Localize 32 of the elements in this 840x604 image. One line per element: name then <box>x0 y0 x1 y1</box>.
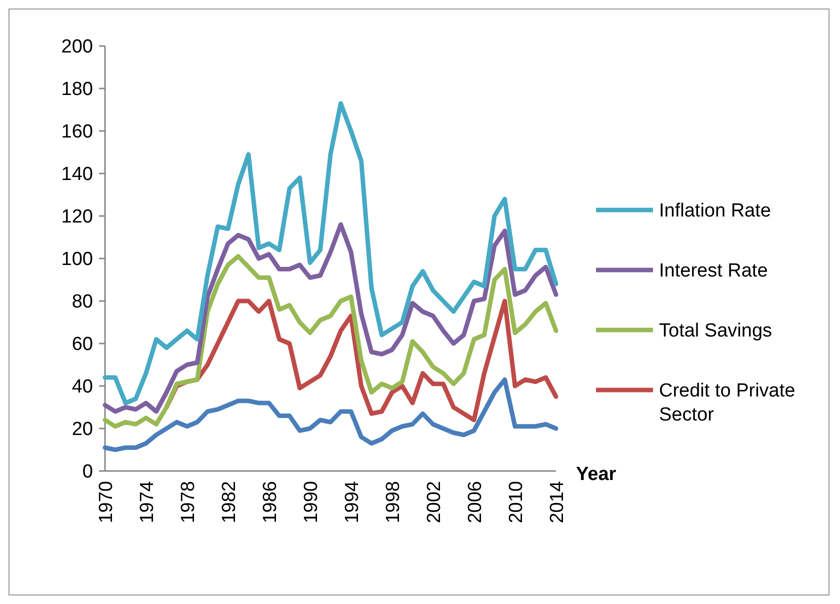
x-tick-label: 1994 <box>342 480 363 524</box>
y-tick-label: 200 <box>61 36 93 58</box>
x-tick-label: 1986 <box>260 481 281 524</box>
line-series <box>102 377 558 452</box>
x-tick-label: 1990 <box>301 481 322 524</box>
y-tick-label: 60 <box>72 334 93 356</box>
y-tick-label: 140 <box>61 164 93 186</box>
y-tick-label: 160 <box>61 122 93 143</box>
y-tick-label: 180 <box>61 79 93 100</box>
x-tick-label: 1982 <box>219 481 240 524</box>
y-tick-label: 40 <box>72 376 93 398</box>
legend-label: Interest Rate <box>659 260 768 282</box>
x-tick-label: 1974 <box>137 480 158 524</box>
x-tick-label: 1978 <box>178 481 199 524</box>
x-tick-label: 2002 <box>424 481 445 524</box>
line-series <box>102 101 558 406</box>
x-tick-label: 1998 <box>383 481 404 524</box>
y-tick-label: 100 <box>61 249 93 270</box>
y-tick-label: 120 <box>61 206 93 228</box>
y-tick-label: 20 <box>72 419 93 440</box>
x-tick-label: 2014 <box>547 480 568 524</box>
legend-label: Credit to Private Sector <box>659 380 796 426</box>
line-series <box>102 222 558 414</box>
line-series <box>102 254 558 429</box>
x-axis-title: Year <box>576 464 617 485</box>
legend-label: Total Savings <box>659 320 772 342</box>
x-tick-label: 2006 <box>465 481 486 524</box>
x-tick-label: 1970 <box>96 481 117 524</box>
y-tick-label: 80 <box>72 292 93 313</box>
x-tick-label: 2010 <box>506 481 527 524</box>
y-tick-label: 0 <box>82 462 93 483</box>
legend-label: Inflation Rate <box>659 200 771 222</box>
